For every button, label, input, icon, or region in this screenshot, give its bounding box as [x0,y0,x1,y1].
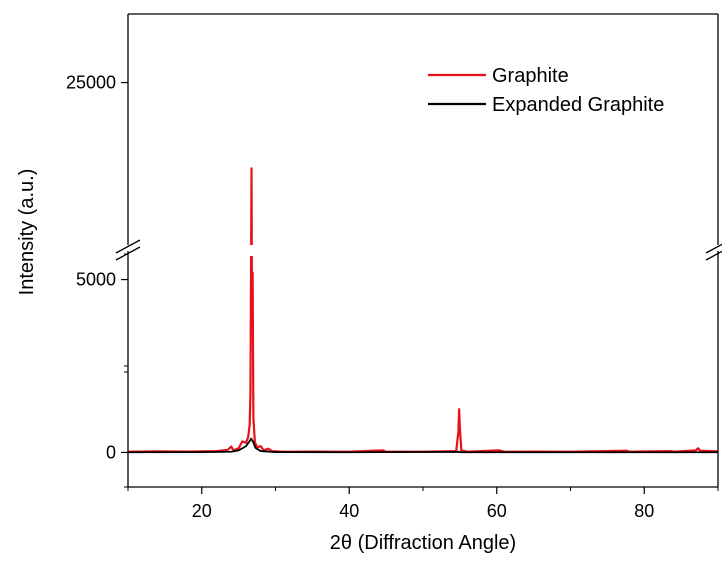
legend: Graphite Expanded Graphite [428,65,664,116]
legend-label-expanded-graphite: Expanded Graphite [492,94,664,116]
tick-layer: 20 40 60 80 0 5000 25000 [66,73,719,521]
x-tick-label: 20 [192,501,212,521]
x-tick-label: 80 [634,501,654,521]
y-tick-label: 5000 [76,270,116,290]
y-tick-label: 25000 [66,73,116,93]
series-line-expanded-graphite [127,437,718,454]
x-axis-title: 2θ (Diffraction Angle) [330,532,516,554]
break-slash-1-b [705,250,722,261]
series-layer [127,167,719,454]
break-slash-0-a [115,239,141,254]
x-tick-label: 60 [487,501,507,521]
legend-label-graphite: Graphite [492,65,569,87]
break-slash-1-a [705,243,722,254]
y-axis-title: Intensity (a.u.) [16,169,38,296]
series-line-graphite [127,167,719,453]
x-tick-label: 40 [339,501,359,521]
y-tick-label: 0 [106,442,116,462]
break-gap [130,245,716,256]
plot-frame [127,13,719,488]
